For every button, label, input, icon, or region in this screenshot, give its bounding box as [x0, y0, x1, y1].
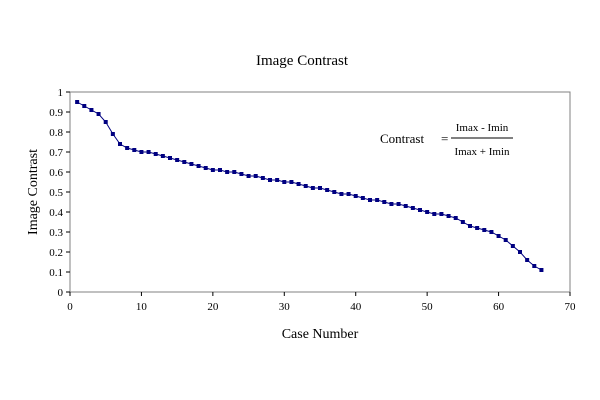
data-point — [325, 188, 330, 192]
data-point — [310, 186, 315, 190]
data-point — [275, 178, 280, 182]
x-tick-label: 30 — [279, 301, 291, 313]
data-point — [468, 224, 472, 228]
contrast-formula: Contrast = Imax - Imin Imax + Imin — [380, 122, 513, 158]
data-point — [346, 192, 351, 196]
data-point — [132, 148, 137, 152]
data-point — [103, 120, 108, 124]
data-point — [403, 204, 408, 208]
data-point — [196, 164, 201, 168]
data-point — [260, 176, 265, 180]
data-point — [482, 228, 487, 232]
data-point — [146, 150, 151, 154]
data-point — [289, 180, 294, 184]
x-tick-label: 20 — [207, 301, 219, 313]
data-point — [389, 202, 394, 206]
data-point — [296, 182, 301, 186]
data-point — [303, 184, 308, 188]
data-point — [460, 220, 465, 224]
data-point — [418, 208, 422, 212]
data-point — [382, 200, 387, 204]
y-tick-label: 0.6 — [49, 167, 63, 179]
data-point — [203, 166, 208, 170]
data-point — [539, 268, 544, 272]
y-tick-label: 0.1 — [49, 267, 63, 279]
data-point — [153, 152, 158, 156]
y-tick-label: 0.5 — [49, 187, 63, 199]
data-point — [432, 212, 437, 216]
data-point — [125, 146, 130, 150]
data-point — [282, 180, 287, 184]
x-tick-label: 60 — [493, 301, 505, 313]
data-point — [182, 160, 187, 164]
data-point — [168, 156, 172, 160]
data-point — [425, 210, 430, 214]
data-point — [518, 250, 522, 254]
data-point — [510, 244, 515, 248]
y-tick-label: 0.2 — [49, 247, 63, 259]
y-tick-label: 0.8 — [49, 127, 63, 139]
y-tick-label: 0.3 — [49, 227, 63, 239]
data-point — [75, 100, 80, 104]
formula-denominator: Imax + Imin — [454, 146, 510, 158]
data-point — [439, 212, 444, 216]
data-point — [503, 238, 508, 242]
data-point — [82, 104, 87, 108]
data-point — [139, 150, 144, 154]
data-point — [118, 142, 122, 146]
y-tick-label: 0.7 — [49, 147, 63, 159]
data-point — [360, 196, 365, 200]
data-point — [225, 170, 230, 174]
data-point — [232, 170, 237, 174]
data-point — [253, 174, 258, 178]
data-point — [446, 214, 451, 218]
data-point — [189, 162, 194, 166]
data-point — [246, 174, 251, 178]
formula-lhs: Contrast — [380, 131, 424, 146]
data-point — [218, 168, 222, 172]
data-point — [353, 194, 358, 198]
y-tick-label: 1 — [58, 87, 64, 99]
data-point — [489, 230, 494, 234]
data-point — [332, 190, 337, 194]
x-tick-label: 70 — [565, 301, 577, 313]
data-point — [475, 226, 480, 230]
x-tick-label: 10 — [136, 301, 148, 313]
series-contrast — [75, 100, 544, 272]
x-axis-ticks: 0 10 20 30 40 50 60 70 — [67, 292, 576, 313]
x-tick-label: 0 — [67, 301, 73, 313]
data-point — [239, 172, 244, 176]
data-point — [210, 168, 215, 172]
data-point — [453, 216, 458, 220]
data-point — [96, 112, 101, 116]
data-point — [268, 178, 272, 182]
y-tick-label: 0.4 — [49, 207, 63, 219]
data-point — [89, 108, 94, 112]
data-point — [368, 198, 372, 202]
y-tick-label: 0.9 — [49, 107, 63, 119]
data-point — [532, 264, 537, 268]
data-point — [160, 154, 165, 158]
data-point — [410, 206, 415, 210]
formula-equals: = — [441, 131, 448, 146]
y-axis-title: Image Contrast — [26, 149, 41, 235]
data-point — [396, 202, 401, 206]
data-point — [375, 198, 380, 202]
x-tick-label: 50 — [422, 301, 434, 313]
data-point — [110, 132, 115, 136]
y-axis-ticks: 0 0.1 0.2 0.3 0.4 0.5 0.6 0.7 0.8 0.9 1 — [49, 87, 70, 299]
x-axis-title: Case Number — [282, 327, 359, 342]
data-point — [525, 258, 530, 262]
data-point — [175, 158, 180, 162]
formula-numerator: Imax - Imin — [456, 122, 509, 134]
x-tick-label: 40 — [350, 301, 362, 313]
data-point — [318, 186, 322, 190]
data-point — [496, 234, 501, 238]
chart-title: Image Contrast — [256, 53, 349, 69]
y-tick-label: 0 — [58, 287, 64, 299]
data-point — [339, 192, 344, 196]
